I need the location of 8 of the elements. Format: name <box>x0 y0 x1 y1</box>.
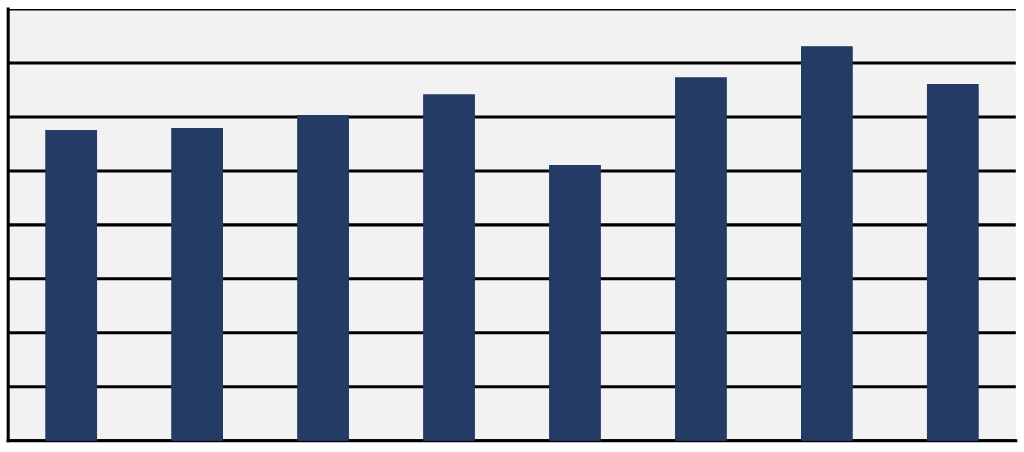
bar <box>423 94 475 441</box>
bar <box>549 165 601 441</box>
bar <box>926 83 979 441</box>
bar <box>45 130 98 441</box>
bar <box>675 77 727 441</box>
bar <box>171 128 224 441</box>
bar <box>297 115 349 441</box>
bar <box>800 46 853 441</box>
